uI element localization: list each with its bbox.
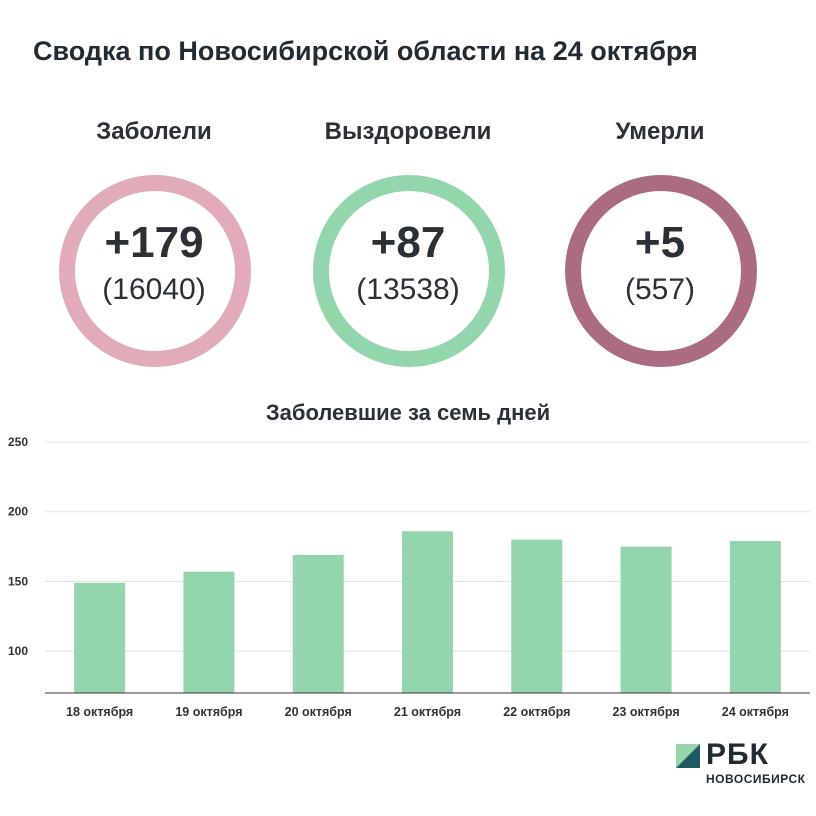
stat-delta: +87 xyxy=(370,218,446,267)
x-tick-label: 21 октября xyxy=(394,705,461,719)
ring-icon xyxy=(313,175,505,367)
stat-recovered: Выздоровели +87 (13538) xyxy=(298,118,518,378)
bar xyxy=(511,539,563,693)
stat-label: Заболели xyxy=(96,118,212,145)
stat-label: Умерли xyxy=(615,118,705,145)
x-tick-label: 20 октября xyxy=(285,705,352,719)
bar xyxy=(183,571,235,693)
bar xyxy=(292,554,344,693)
logo-subtitle: НОВОСИБИРСК xyxy=(706,772,806,786)
stat-total: (557) xyxy=(624,273,696,306)
x-tick-label: 18 октября xyxy=(66,705,133,719)
y-tick-label: 200 xyxy=(8,505,28,519)
ring-icon xyxy=(59,175,251,367)
x-tick-label: 19 октября xyxy=(175,705,242,719)
rbc-logo-icon xyxy=(676,744,700,768)
bar xyxy=(402,531,453,693)
chart-title: Заболевшие за семь дней xyxy=(265,400,551,425)
bar xyxy=(620,546,672,693)
bar xyxy=(74,582,126,693)
x-tick-label: 24 октября xyxy=(722,705,789,719)
rbc-logo: РБК НОВОСИБИРСК xyxy=(676,738,812,790)
stat-total: (16040) xyxy=(102,273,206,306)
stat-infected: Заболели +179 (16040) xyxy=(44,118,264,378)
stat-total: (13538) xyxy=(356,273,460,306)
y-tick-label: 250 xyxy=(8,435,28,449)
x-tick-label: 22 октября xyxy=(503,705,570,719)
y-tick-label: 150 xyxy=(8,574,28,588)
page-title: Сводка по Новосибирской области на 24 ок… xyxy=(33,36,698,66)
bar-chart: 100 150 200 250 18 октября 19 октября 20 октяб… xyxy=(8,435,810,719)
bar xyxy=(729,541,781,693)
stat-delta: +5 xyxy=(634,218,686,267)
ring-icon xyxy=(565,175,757,367)
y-tick-label: 100 xyxy=(8,644,28,658)
stat-delta: +179 xyxy=(104,218,204,267)
stat-label: Выздоровели xyxy=(324,118,492,145)
logo-text: РБК xyxy=(706,738,769,771)
stat-deaths: Умерли +5 (557) xyxy=(550,118,770,378)
x-tick-label: 23 октября xyxy=(612,705,679,719)
